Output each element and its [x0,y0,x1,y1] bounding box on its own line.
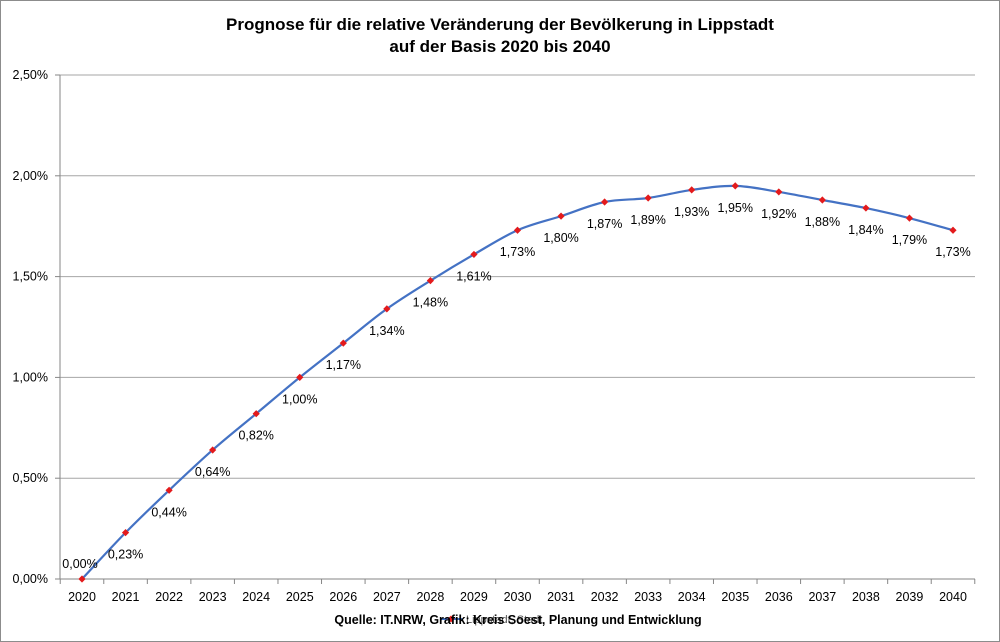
chart-title-line-1: Prognose für die relative Veränderung de… [226,15,774,34]
data-label: 0,00% [62,557,97,571]
y-tick-label: 0,50% [13,471,48,485]
data-labels: 0,00% 0,23% 0,44% 0,64% 0,82% 1,00% 1,17% 1,34%… [62,201,970,571]
x-tick-label: 2026 [329,590,357,604]
x-tick-label: 2039 [896,590,924,604]
data-label: 1,80% [543,231,578,245]
data-point [513,226,522,234]
data-label: 0,82% [238,429,273,443]
x-tick-label: 2035 [721,590,749,604]
data-point [252,410,260,418]
data-point [818,196,826,204]
data-point [296,373,304,381]
x-tick-label: 2021 [112,590,140,604]
data-point [165,486,173,494]
y-tick-label: 0,00% [13,572,48,586]
data-label: 0,23% [108,548,143,562]
data-point [688,186,696,194]
data-point [121,529,130,537]
x-tick-label: 2037 [808,590,836,604]
data-label: 1,73% [935,245,970,259]
data-point [731,182,739,190]
x-tick-label: 2038 [852,590,880,604]
x-tick-label: 2027 [373,590,401,604]
data-label: 1,87% [587,217,622,231]
x-tick-label: 2040 [939,590,967,604]
data-point [339,339,347,347]
x-tick-label: 2030 [504,590,532,604]
data-label: 1,84% [848,223,883,237]
data-label: 1,48% [413,296,448,310]
data-label: 1,93% [674,205,709,219]
x-tick-label: 2031 [547,590,575,604]
data-label: 1,34% [369,324,404,338]
data-label: 1,89% [630,213,665,227]
data-point [209,446,217,454]
data-point [775,188,783,196]
data-point [383,305,391,313]
legend-label: Lippstadt, Stadt [466,614,542,626]
y-tick-label: 2,50% [13,68,48,82]
x-tick-label: 2036 [765,590,793,604]
data-point [905,214,914,222]
data-point [949,226,957,234]
x-tick-label: 2024 [242,590,270,604]
data-label: 1,92% [761,207,796,221]
data-point [862,204,870,212]
data-point [557,212,565,220]
data-point [78,575,86,583]
x-tick-label: 2028 [416,590,444,604]
legend-marker-swatch [447,615,455,623]
data-label: 1,88% [805,215,840,229]
axes: 0,00% 0,50% 1,00% 1,50% 2,00% 2,50% 2020 2021 20… [13,68,976,604]
gridlines [60,74,975,479]
data-label: 1,61% [456,269,491,283]
data-label: 0,44% [151,505,186,519]
data-point [426,277,434,285]
data-label: 1,00% [282,392,317,406]
series [78,182,957,583]
x-tick-label: 2033 [634,590,662,604]
data-point [601,198,609,206]
source-note: Quelle: IT.NRW, Grafik: Kreis Soest, Pla… [334,613,701,627]
data-label: 1,17% [326,358,361,372]
data-label: 1,73% [500,245,535,259]
chart-title-line-2: auf der Basis 2020 bis 2040 [389,37,610,56]
y-tick-label: 2,00% [13,169,48,183]
x-tick-label: 2032 [591,590,619,604]
data-label: 1,95% [718,201,753,215]
data-point [644,194,652,202]
legend: Lippstadt, Stadt [440,614,542,626]
x-tick-label: 2020 [68,590,96,604]
data-point [470,250,478,259]
y-tick-label: 1,50% [13,270,48,284]
data-label: 1,79% [892,233,927,247]
x-tick-label: 2025 [286,590,314,604]
y-tick-label: 1,00% [13,370,48,384]
x-tick-label: 2023 [199,590,227,604]
data-label: 0,64% [195,465,230,479]
x-tick-label: 2029 [460,590,488,604]
x-tick-label: 2022 [155,590,183,604]
x-tick-label: 2034 [678,590,706,604]
